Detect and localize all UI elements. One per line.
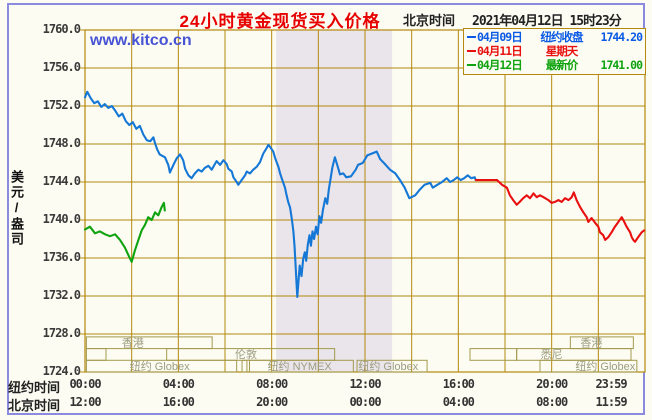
- x-tick-label-newyork: 00:00: [69, 377, 101, 391]
- legend-label: 星期天: [545, 44, 579, 58]
- x-axis-row-label-newyork: 纽约时间: [8, 380, 61, 395]
- x-tick-label-beijing: 08:00: [536, 395, 568, 409]
- x-tick-label-newyork: 16:00: [442, 377, 475, 391]
- legend-line-marker: [467, 50, 476, 52]
- x-tick-label-newyork: 08:00: [256, 377, 288, 391]
- x-tick-label-beijing: 20:00: [256, 395, 288, 409]
- y-tick-label: 1752.0: [42, 98, 81, 112]
- legend-row: 04月12日 最新价 1741.00: [467, 58, 643, 72]
- y-tick-label: 1736.0: [42, 250, 81, 264]
- y-tick-label: 1728.0: [42, 326, 81, 340]
- legend-line-marker: [467, 64, 476, 66]
- kitco-watermark: www.kitco.cn: [90, 32, 192, 49]
- y-tick-label: 1732.0: [42, 288, 81, 302]
- nymex-session-highlight: [276, 30, 393, 372]
- legend-value: 1744.20: [600, 30, 643, 44]
- market-session-box: [356, 359, 428, 373]
- y-tick-label: 1756.0: [42, 60, 81, 74]
- price-line-0411-sunday: [474, 179, 646, 243]
- price-line-0412-today: [83, 201, 166, 263]
- market-session-box: [85, 359, 238, 373]
- y-tick-label: 1748.0: [42, 136, 81, 150]
- y-tick-label: 1740.0: [42, 212, 81, 226]
- legend-row: 04月11日 星期天: [467, 44, 642, 58]
- x-tick-label-beijing: 11:59: [595, 395, 627, 409]
- market-session-box: [85, 336, 213, 350]
- legend-line-marker: [467, 36, 476, 38]
- market-session-label: 纽约 Globex: [130, 359, 190, 373]
- x-tick-label-beijing: 00:00: [349, 395, 381, 409]
- legend-label: 纽约收盘: [540, 30, 584, 44]
- x-tick-label-beijing: 04:00: [442, 395, 475, 409]
- page-title: 24小时黄金现货买入价格: [179, 12, 381, 31]
- market-session-label: 纽约 Globex: [575, 359, 635, 373]
- market-session-label: 纽约 Globex: [358, 359, 418, 373]
- y-tick-label: 1724.0: [42, 364, 81, 378]
- x-tick-label-beijing: 16:00: [162, 395, 195, 409]
- y-tick-label: 1760.0: [42, 22, 81, 36]
- x-tick-label-newyork: 04:00: [162, 377, 195, 391]
- legend-date: 04月11日: [477, 44, 523, 58]
- market-session-box: [249, 359, 354, 373]
- legend-row: 04月09日 纽约收盘 1744.20: [467, 30, 643, 44]
- market-session-label: 香港: [580, 336, 602, 349]
- beijing-time-value: 2021年04月12日 15时23分: [472, 14, 622, 29]
- price-chart-plot-area: 香港 香港 伦敦 悉尼 纽约 Globex 纽约 NYMEX 纽约 Globex 纽约 Glo…: [80, 29, 646, 373]
- market-session-label: 悉尼: [541, 348, 563, 361]
- price-line-0409-friday: [83, 90, 477, 298]
- market-session-label: 香港: [122, 336, 144, 349]
- legend-date: 04月09日: [477, 30, 523, 44]
- x-tick-label-beijing: 12:00: [69, 395, 101, 409]
- y-axis-title: 美元/盎司: [9, 170, 24, 247]
- x-axis-row-label-beijing: 北京时间: [8, 398, 61, 413]
- market-session-label: 纽约 NYMEX: [268, 359, 333, 373]
- legend-value: 1741.00: [600, 58, 643, 72]
- legend-date: 04月12日: [477, 58, 523, 72]
- beijing-time-label: 北京时间: [403, 13, 456, 28]
- market-session-box: [539, 359, 638, 373]
- market-session-label: 伦敦: [235, 347, 257, 361]
- y-tick-label: 1744.0: [42, 174, 81, 188]
- legend-label: 最新价: [545, 58, 579, 72]
- legend: 04月09日 纽约收盘 1744.20 04月11日 星期天 04月12日 最新价 1741.…: [463, 28, 646, 75]
- x-tick-label-newyork: 12:00: [349, 377, 381, 391]
- x-tick-label-newyork: 23:59: [595, 377, 627, 391]
- market-session-box: [241, 359, 248, 373]
- x-tick-label-newyork: 20:00: [536, 377, 568, 391]
